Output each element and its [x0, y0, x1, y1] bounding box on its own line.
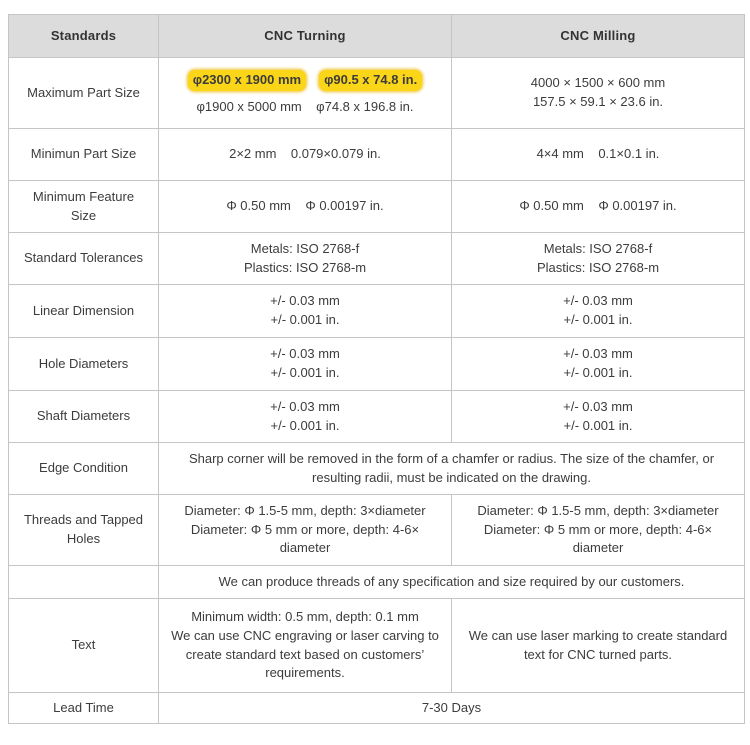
standard-tolerances-milling: Metals: ISO 2768-f Plastics: ISO 2768-m	[451, 232, 745, 285]
hole-diameters-label: Hole Diameters	[8, 337, 159, 391]
row-linear-dimension: Linear Dimension +/- 0.03 mm +/- 0.001 i…	[8, 284, 745, 338]
text-turning: Minimum width: 0.5 mm, depth: 0.1 mm We …	[158, 598, 452, 693]
row-threads-note: We can produce threads of any specificat…	[8, 565, 745, 599]
maximum-part-size-turning: φ2300 x 1900 mm φ90.5 x 74.8 in. φ1900 x …	[158, 57, 452, 129]
linear-dimension-turning: +/- 0.03 mm +/- 0.001 in.	[158, 284, 452, 338]
header-row: Standards CNC Turning CNC Milling	[8, 14, 745, 58]
standard-tolerances-label: Standard Tolerances	[8, 232, 159, 285]
shaft-diameters-label: Shaft Diameters	[8, 390, 159, 443]
row-standard-tolerances: Standard Tolerances Metals: ISO 2768-f P…	[8, 232, 745, 285]
row-edge-condition: Edge Condition Sharp corner will be remo…	[8, 442, 745, 495]
header-cnc-milling: CNC Milling	[451, 14, 745, 58]
row-minimum-feature-size: Minimum Feature Size Φ 0.50 mm Φ 0.00197…	[8, 180, 745, 233]
edge-condition-label: Edge Condition	[8, 442, 159, 495]
minimun-part-size-milling: 4×4 mm 0.1×0.1 in.	[451, 128, 745, 181]
row-threads-tapped-holes: Threads and Tapped Holes Diameter: Φ 1.5…	[8, 494, 745, 566]
text-milling: We can use laser marking to create stand…	[451, 598, 745, 693]
row-hole-diameters: Hole Diameters +/- 0.03 mm +/- 0.001 in.…	[8, 337, 745, 391]
minimum-feature-size-label: Minimum Feature Size	[8, 180, 159, 233]
threads-tapped-holes-milling: Diameter: Φ 1.5-5 mm, depth: 3×diameter …	[451, 494, 745, 566]
lead-time-value: 7-30 Days	[158, 692, 745, 724]
highlighted-line: φ2300 x 1900 mm φ90.5 x 74.8 in.	[167, 69, 443, 91]
maximum-part-size-label: Maximum Part Size	[8, 57, 159, 129]
minimun-part-size-label: Minimun Part Size	[8, 128, 159, 181]
spec-table: Standards CNC Turning CNC Milling Maximu…	[8, 14, 745, 724]
edge-condition-text: Sharp corner will be removed in the form…	[158, 442, 745, 495]
threads-note-label	[8, 565, 159, 599]
row-text: Text Minimum width: 0.5 mm, depth: 0.1 m…	[8, 598, 745, 693]
threads-note-text: We can produce threads of any specificat…	[158, 565, 745, 599]
turning-size-line2: φ1900 x 5000 mm φ74.8 x 196.8 in.	[196, 98, 414, 114]
threads-tapped-holes-turning: Diameter: Φ 1.5-5 mm, depth: 3×diameter …	[158, 494, 452, 566]
row-shaft-diameters: Shaft Diameters +/- 0.03 mm +/- 0.001 in…	[8, 390, 745, 443]
shaft-diameters-turning: +/- 0.03 mm +/- 0.001 in.	[158, 390, 452, 443]
hole-diameters-turning: +/- 0.03 mm +/- 0.001 in.	[158, 337, 452, 391]
minimum-feature-size-milling: Φ 0.50 mm Φ 0.00197 in.	[451, 180, 745, 233]
highlight-mm-value: φ2300 x 1900 mm	[187, 69, 307, 91]
row-maximum-part-size: Maximum Part Size φ2300 x 1900 mm φ90.5 x…	[8, 57, 745, 129]
linear-dimension-milling: +/- 0.03 mm +/- 0.001 in.	[451, 284, 745, 338]
lead-time-label: Lead Time	[8, 692, 159, 724]
shaft-diameters-milling: +/- 0.03 mm +/- 0.001 in.	[451, 390, 745, 443]
threads-tapped-holes-label: Threads and Tapped Holes	[8, 494, 159, 566]
standard-tolerances-turning: Metals: ISO 2768-f Plastics: ISO 2768-m	[158, 232, 452, 285]
header-standards: Standards	[8, 14, 159, 58]
text-label: Text	[8, 598, 159, 693]
highlight-in-value: φ90.5 x 74.8 in.	[319, 69, 423, 91]
hole-diameters-milling: +/- 0.03 mm +/- 0.001 in.	[451, 337, 745, 391]
row-lead-time: Lead Time 7-30 Days	[8, 692, 745, 724]
row-minimun-part-size: Minimun Part Size 2×2 mm 0.079×0.079 in.…	[8, 128, 745, 181]
maximum-part-size-milling: 4000 × 1500 × 600 mm 157.5 × 59.1 × 23.6…	[451, 57, 745, 129]
minimum-feature-size-turning: Φ 0.50 mm Φ 0.00197 in.	[158, 180, 452, 233]
minimun-part-size-turning: 2×2 mm 0.079×0.079 in.	[158, 128, 452, 181]
header-cnc-turning: CNC Turning	[158, 14, 452, 58]
linear-dimension-label: Linear Dimension	[8, 284, 159, 338]
